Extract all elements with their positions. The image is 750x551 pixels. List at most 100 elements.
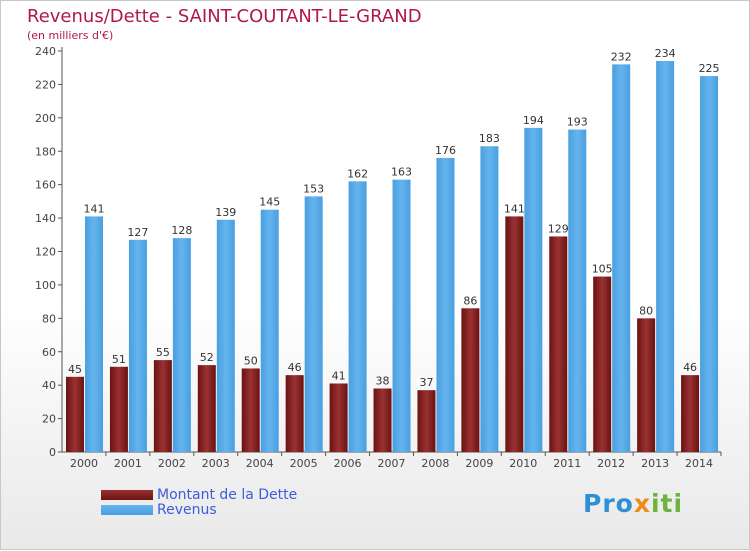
bar-revenue-2000 <box>85 216 103 452</box>
bar-debt-2001 <box>109 366 128 452</box>
bar-debt-2012 <box>593 276 612 452</box>
data-label-revenue-2013: 234 <box>655 47 676 60</box>
bar-revenue-2002 <box>172 238 191 452</box>
data-label-revenue-2000: 141 <box>84 202 105 215</box>
bar-revenue-2014 <box>700 76 719 452</box>
y-tick-label: 0 <box>49 446 56 459</box>
data-label-debt-2000: 45 <box>68 363 82 376</box>
bar-debt-2005 <box>285 375 304 452</box>
data-label-debt-2003: 52 <box>200 351 214 364</box>
data-label-revenue-2004: 145 <box>259 196 280 209</box>
y-tick-label: 120 <box>35 246 56 259</box>
x-tick-label-2009: 2009 <box>465 457 493 470</box>
data-label-debt-2012: 105 <box>592 263 613 276</box>
x-tick-label-2008: 2008 <box>421 457 449 470</box>
data-label-debt-2004: 50 <box>244 354 258 367</box>
data-label-debt-2002: 55 <box>156 346 170 359</box>
y-tick-label: 240 <box>35 45 56 58</box>
bar-revenue-2008 <box>436 157 455 452</box>
bar-debt-2000 <box>66 376 84 452</box>
legend-label-revenue: Revenus <box>157 502 217 518</box>
data-label-debt-2009: 86 <box>463 294 477 307</box>
x-tick-label-2011: 2011 <box>553 457 581 470</box>
logo-part-2: x <box>633 489 651 518</box>
y-tick-label: 80 <box>42 312 56 325</box>
bar-debt-2010 <box>505 216 524 452</box>
bar-revenue-2009 <box>480 146 499 453</box>
data-label-revenue-2007: 163 <box>391 166 412 179</box>
data-label-revenue-2010: 194 <box>523 114 544 127</box>
data-label-revenue-2012: 232 <box>611 50 632 63</box>
bar-revenue-2007 <box>392 179 411 452</box>
x-tick-label-2006: 2006 <box>334 457 362 470</box>
data-label-revenue-2008: 176 <box>435 144 456 157</box>
y-tick-label: 60 <box>42 346 56 359</box>
y-tick-label: 180 <box>35 145 56 158</box>
bar-revenue-2012 <box>612 64 631 452</box>
bar-debt-2002 <box>153 360 172 452</box>
data-label-revenue-2009: 183 <box>479 132 500 145</box>
bar-debt-2006 <box>329 383 348 452</box>
data-label-revenue-2011: 193 <box>567 116 588 129</box>
bar-revenue-2003 <box>216 219 235 452</box>
data-label-revenue-2001: 127 <box>127 226 148 239</box>
y-tick-label: 220 <box>35 78 56 91</box>
y-tick-label: 140 <box>35 212 56 225</box>
data-label-debt-2011: 129 <box>548 222 569 235</box>
bar-revenue-2005 <box>304 196 323 452</box>
bar-debt-2004 <box>241 368 260 452</box>
y-tick-label: 200 <box>35 112 56 125</box>
x-tick-label-2003: 2003 <box>202 457 230 470</box>
bar-revenue-2011 <box>568 129 587 452</box>
bar-debt-2011 <box>549 236 568 452</box>
x-tick-label-2002: 2002 <box>158 457 186 470</box>
x-tick-label-2007: 2007 <box>378 457 406 470</box>
bar-revenue-2010 <box>524 127 543 452</box>
x-tick-label-2012: 2012 <box>597 457 625 470</box>
data-label-debt-2006: 41 <box>332 369 346 382</box>
y-tick-label: 20 <box>42 413 56 426</box>
data-label-debt-2014: 46 <box>683 361 697 374</box>
logo-part-3: iti <box>650 489 684 518</box>
data-label-debt-2001: 51 <box>112 353 126 366</box>
data-label-revenue-2002: 128 <box>171 224 192 237</box>
data-label-debt-2007: 38 <box>376 375 390 388</box>
y-tick-label: 40 <box>42 379 56 392</box>
logo-part-1: Pro <box>583 489 634 518</box>
bar-revenue-2013 <box>656 61 675 453</box>
x-tick-label-2010: 2010 <box>509 457 537 470</box>
data-label-revenue-2005: 153 <box>303 182 324 195</box>
bar-debt-2007 <box>373 388 392 452</box>
data-label-revenue-2014: 225 <box>699 62 720 75</box>
bar-debt-2014 <box>681 375 700 452</box>
bar-revenue-2001 <box>128 239 147 452</box>
x-tick-label-2004: 2004 <box>246 457 274 470</box>
bar-revenue-2006 <box>348 181 367 452</box>
legend-swatch-debt <box>101 490 153 500</box>
x-tick-label-2001: 2001 <box>114 457 142 470</box>
data-label-debt-2013: 80 <box>639 304 653 317</box>
bar-debt-2008 <box>417 390 436 452</box>
bar-debt-2009 <box>461 308 480 452</box>
legend-label-debt: Montant de la Dette <box>157 487 298 503</box>
legend-swatch-revenue <box>101 505 153 515</box>
bar-revenue-2004 <box>260 209 279 452</box>
y-tick-label: 100 <box>35 279 56 292</box>
chart-title: Revenus/Dette - SAINT-COUTANT-LE-GRAND <box>27 6 422 27</box>
data-label-debt-2005: 46 <box>288 361 302 374</box>
data-label-debt-2008: 37 <box>419 376 433 389</box>
data-label-debt-2010: 141 <box>504 202 525 215</box>
x-tick-label-2013: 2013 <box>641 457 669 470</box>
data-label-revenue-2003: 139 <box>215 206 236 219</box>
bar-debt-2003 <box>197 365 216 452</box>
x-tick-label-2005: 2005 <box>290 457 318 470</box>
bar-debt-2013 <box>637 318 656 452</box>
proxiti-logo[interactable]: Proxiti <box>583 489 683 518</box>
x-tick-label-2014: 2014 <box>685 457 713 470</box>
y-tick-label: 160 <box>35 179 56 192</box>
chart-subtitle: (en milliers d'€) <box>27 29 114 42</box>
data-label-revenue-2006: 162 <box>347 167 368 180</box>
x-tick-label-2000: 2000 <box>70 457 98 470</box>
